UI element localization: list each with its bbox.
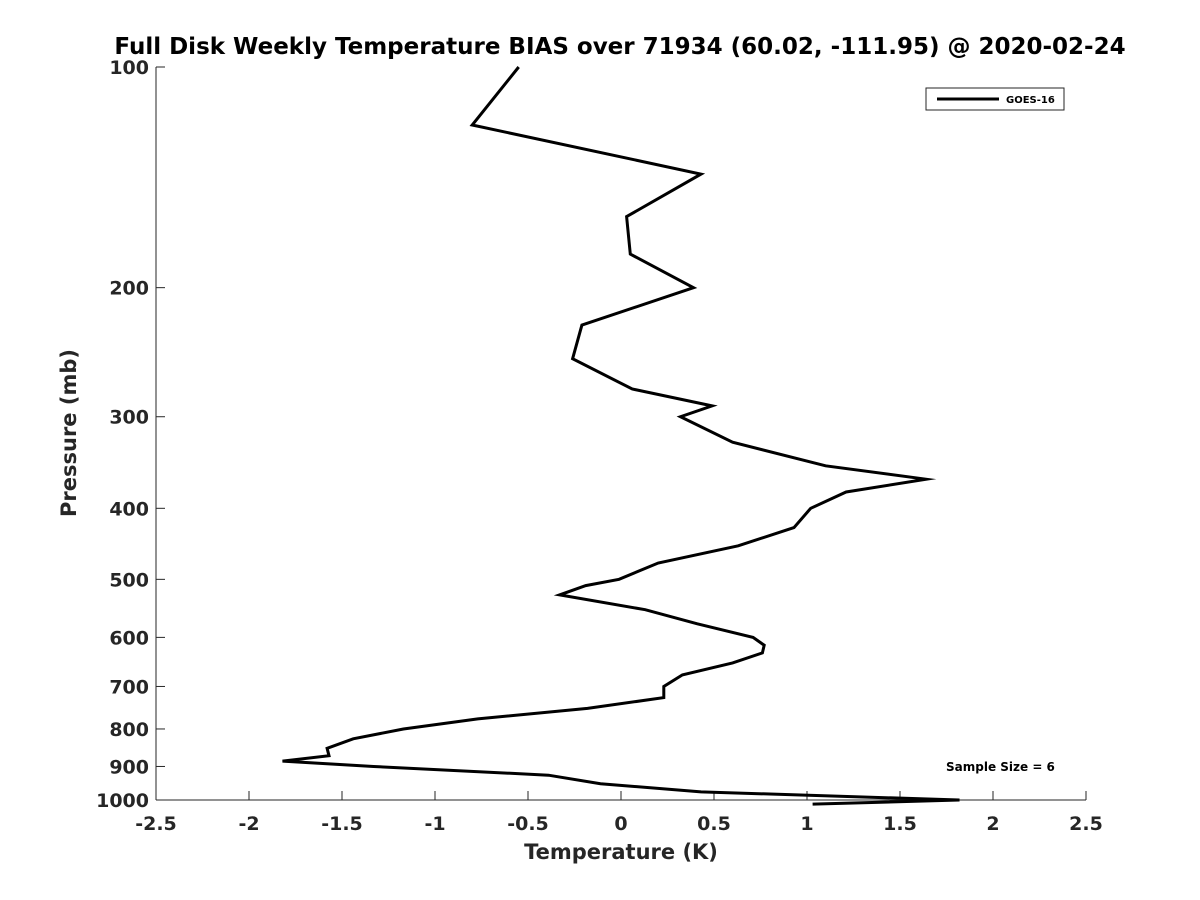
x-tick-label: 2.5 — [1069, 813, 1103, 835]
x-tick-label: -0.5 — [507, 813, 549, 835]
x-tick-label: 0.5 — [697, 813, 731, 835]
y-tick-label: 600 — [109, 627, 149, 649]
y-tick-label: 1000 — [96, 790, 149, 812]
series-line-goes-16 — [282, 66, 960, 806]
y-tick-label: 800 — [109, 719, 149, 741]
y-tick-label: 100 — [109, 57, 149, 79]
plot-background — [156, 67, 1086, 800]
series-layer — [282, 66, 960, 806]
x-tick-label: 2 — [986, 813, 999, 835]
y-tick-label: 700 — [109, 676, 149, 698]
x-tick-label: 1 — [800, 813, 813, 835]
x-tick-label: 0 — [614, 813, 627, 835]
x-tick-label: -2 — [238, 813, 259, 835]
y-tick-label: 400 — [109, 498, 149, 520]
chart-title: Full Disk Weekly Temperature BIAS over 7… — [114, 34, 1125, 60]
x-axis-label: Temperature (K) — [524, 840, 718, 864]
y-tick-label: 300 — [109, 407, 149, 429]
y-axis-label: Pressure (mb) — [57, 349, 81, 517]
x-tick-label: -1 — [424, 813, 445, 835]
y-axis-ticks: 100 200 300 400 500 600 700 800 900 1000 — [96, 57, 165, 812]
x-axis-ticks: -2.5 -2 -1.5 -1 -0.5 0 0.5 1 1.5 2 2.5 — [135, 791, 1103, 835]
y-tick-label: 500 — [109, 569, 149, 591]
legend-entry-goes-16: GOES-16 — [1006, 95, 1055, 106]
y-tick-label: 900 — [109, 756, 149, 778]
x-tick-label: -1.5 — [321, 813, 363, 835]
sample-size-annotation: Sample Size = 6 — [946, 760, 1055, 774]
x-tick-label: -2.5 — [135, 813, 177, 835]
plot-area — [155, 67, 1086, 801]
y-tick-label: 200 — [109, 278, 149, 300]
x-tick-label: 1.5 — [883, 813, 917, 835]
legend: GOES-16 — [925, 87, 1065, 111]
